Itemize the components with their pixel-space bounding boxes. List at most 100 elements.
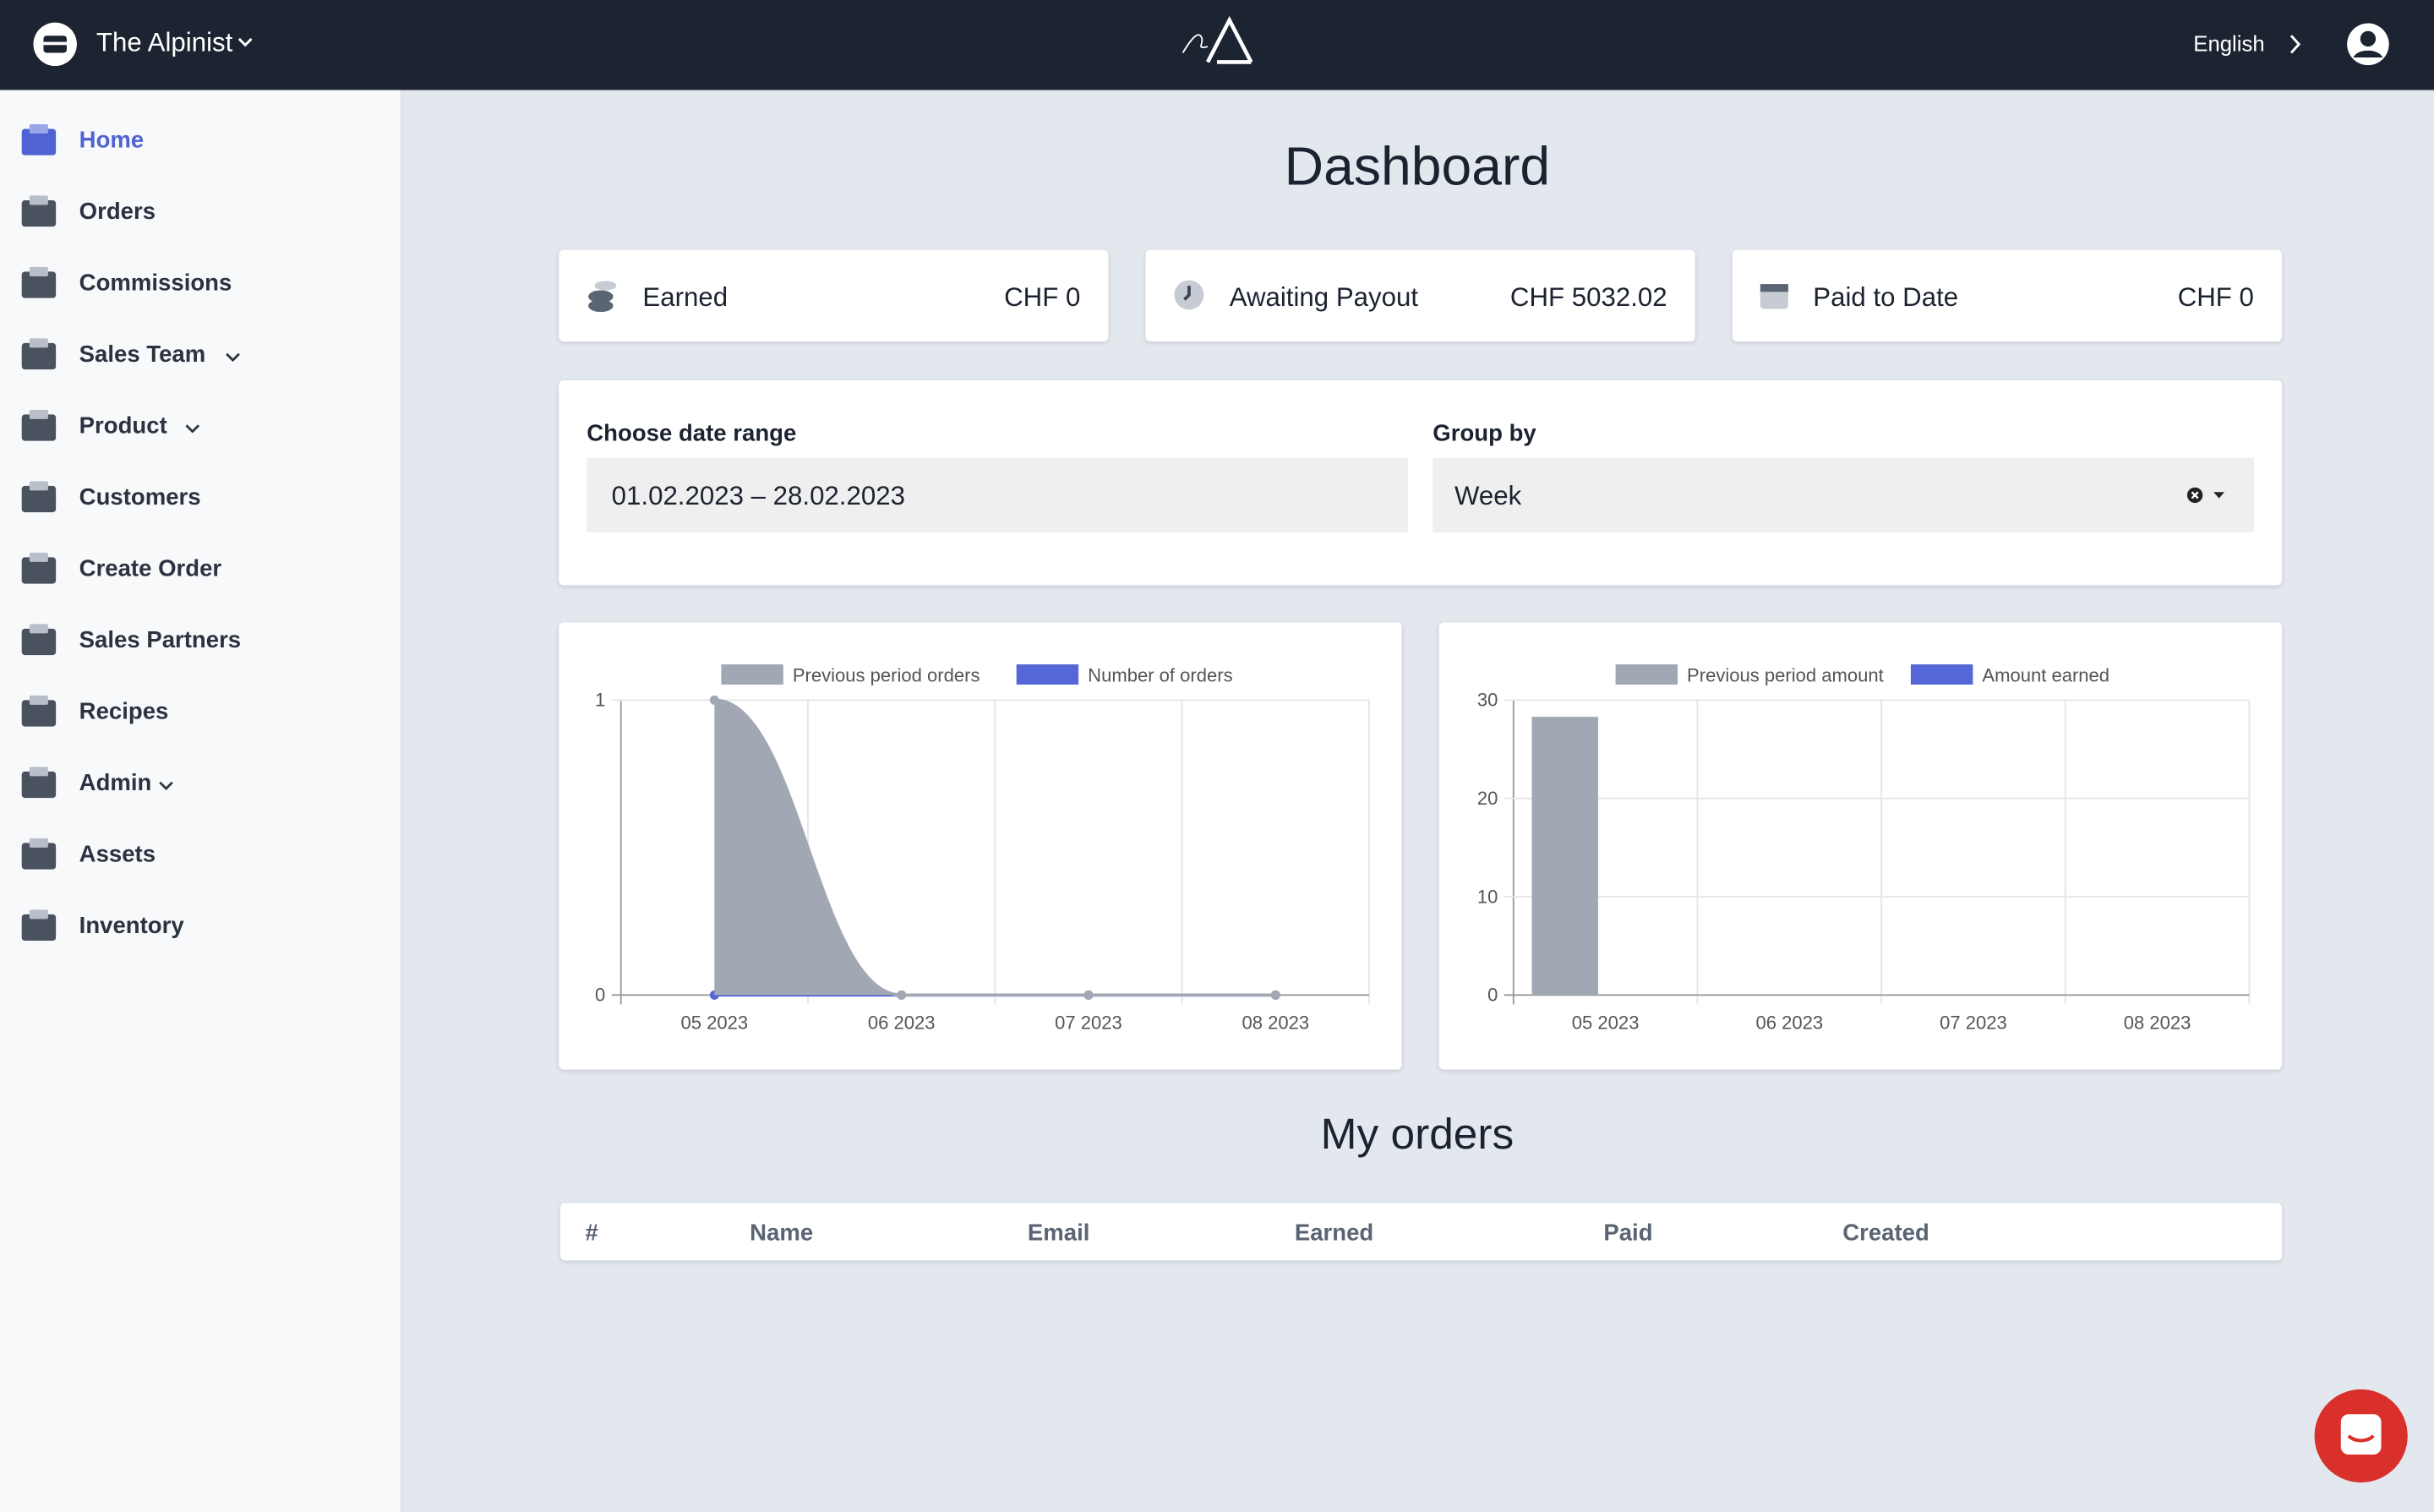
y-tick-label: 0 bbox=[595, 985, 605, 1006]
icon-shape bbox=[29, 552, 48, 562]
column-header: Paid bbox=[1603, 1220, 1653, 1247]
legend-label: Amount earned bbox=[1982, 664, 2109, 685]
chevron-right bbox=[2289, 35, 2301, 54]
nav-item[interactable]: Assets bbox=[0, 824, 401, 886]
nav-icon bbox=[21, 695, 57, 727]
icon-shape bbox=[21, 271, 57, 298]
nav-label: Admin bbox=[79, 770, 152, 797]
nav-icon bbox=[21, 838, 57, 870]
point bbox=[897, 990, 907, 1000]
nav-icon bbox=[21, 909, 57, 942]
nav-label: Sales Partners bbox=[79, 627, 242, 654]
nav-item[interactable]: Sales Partners bbox=[0, 610, 401, 672]
icon-shape bbox=[21, 485, 57, 513]
chevron-path bbox=[159, 781, 173, 791]
nav-item[interactable]: Sales Team bbox=[0, 325, 401, 386]
stat-value: CHF 5032.02 bbox=[1509, 282, 1667, 313]
icon-shape bbox=[21, 914, 57, 942]
chat-button[interactable] bbox=[2313, 1388, 2409, 1484]
chart-card: 0 1 05 2023 06 2023 07 2023 08 2023 Previous p… bbox=[559, 622, 1402, 1070]
chart: 0 10 20 30 05 2023 06 2023 07 2023 08 2023 Previ… bbox=[1477, 664, 2251, 1034]
nav-item[interactable]: Customers bbox=[0, 467, 401, 529]
icon-shape bbox=[29, 409, 48, 419]
icon-shape bbox=[21, 414, 57, 441]
area bbox=[714, 700, 1276, 996]
user-icon[interactable] bbox=[2345, 22, 2390, 67]
nav-icon bbox=[21, 409, 57, 441]
icon-shape bbox=[29, 695, 48, 705]
group-select[interactable]: Week bbox=[1433, 457, 2254, 532]
chart: 0 1 05 2023 06 2023 07 2023 08 2023 Previous p… bbox=[595, 664, 1370, 1034]
legend-label: Number of orders bbox=[1088, 664, 1232, 685]
x-tick-label: 06 2023 bbox=[1755, 1013, 1823, 1034]
point bbox=[1083, 990, 1094, 1000]
chart-card: 0 10 20 30 05 2023 06 2023 07 2023 08 2023 Previ… bbox=[1438, 622, 2282, 1070]
nav-icon bbox=[21, 338, 57, 370]
chevron bbox=[159, 781, 173, 791]
nav-icon bbox=[21, 767, 57, 799]
icon-shape bbox=[21, 128, 57, 156]
y-tick-label: 10 bbox=[1477, 886, 1498, 907]
language[interactable]: English bbox=[2193, 30, 2265, 57]
icon-shape bbox=[21, 199, 57, 227]
nav-label: Orders bbox=[79, 199, 156, 226]
column-header: Name bbox=[750, 1220, 814, 1247]
x-tick-label: 08 2023 bbox=[1242, 1013, 1310, 1034]
chevron bbox=[226, 352, 240, 363]
icon-shape bbox=[29, 481, 48, 491]
chevron-path bbox=[226, 352, 240, 363]
x-tick-label: 05 2023 bbox=[681, 1013, 749, 1034]
nav-label: Sales Team bbox=[79, 341, 206, 368]
column-header: Email bbox=[1027, 1220, 1090, 1247]
icon-shape bbox=[29, 338, 48, 348]
nav-item[interactable]: Home bbox=[0, 110, 401, 172]
icon-shape bbox=[29, 767, 48, 777]
chevron bbox=[237, 37, 253, 47]
field-label: Choose date range bbox=[587, 420, 797, 447]
nav-item[interactable]: Orders bbox=[0, 182, 401, 243]
icon-shape bbox=[21, 843, 57, 870]
stat-value: CHF 0 bbox=[2177, 282, 2254, 313]
nav-item[interactable]: Create Order bbox=[0, 538, 401, 600]
brand-icon bbox=[33, 22, 77, 67]
point bbox=[709, 695, 719, 705]
nav-label: Home bbox=[79, 127, 145, 154]
nav-item[interactable]: Inventory bbox=[0, 896, 401, 958]
icon-shape bbox=[21, 557, 57, 584]
icon bbox=[1174, 280, 1204, 310]
nav-label: Assets bbox=[79, 841, 156, 868]
nav-icon bbox=[21, 266, 57, 298]
icon-shape bbox=[21, 700, 57, 727]
nav-item[interactable]: Recipes bbox=[0, 681, 401, 743]
field-label: Group by bbox=[1433, 420, 1536, 447]
nav-icon bbox=[21, 624, 57, 656]
nav-item[interactable]: Commissions bbox=[0, 253, 401, 314]
icon-shape bbox=[21, 342, 57, 370]
point bbox=[1270, 990, 1280, 1000]
nav-item[interactable]: Product bbox=[0, 396, 401, 457]
icon-shape bbox=[29, 624, 48, 634]
nav-icon bbox=[21, 552, 57, 584]
nav-label: Product bbox=[79, 412, 167, 439]
table-header: # Name Email Earned Paid Created bbox=[560, 1203, 2282, 1261]
icon bbox=[1760, 284, 1788, 309]
stat-label: Paid to Date bbox=[1813, 282, 1959, 313]
legend-swatch bbox=[1016, 664, 1079, 685]
icon-shape bbox=[29, 909, 48, 920]
x-tick-label: 08 2023 bbox=[2124, 1013, 2191, 1034]
stat-label: Awaiting Payout bbox=[1229, 282, 1419, 313]
date-input[interactable]: 01.02.2023 – 28.02.2023 bbox=[587, 457, 1408, 532]
nav-item[interactable]: Admin bbox=[0, 753, 401, 815]
icon-shape bbox=[21, 771, 57, 799]
page-title: Dashboard bbox=[1284, 136, 1551, 198]
brand-name[interactable]: The Alpinist bbox=[96, 28, 233, 57]
section-title: My orders bbox=[1320, 1110, 1514, 1159]
chevron bbox=[185, 424, 200, 434]
stat-value: CHF 0 bbox=[1004, 282, 1081, 313]
x-tick-label: 05 2023 bbox=[1572, 1013, 1640, 1034]
chevron-path bbox=[185, 424, 200, 434]
stat-card: Awaiting Payout CHF 5032.02 bbox=[1145, 249, 1695, 342]
y-tick-label: 30 bbox=[1477, 690, 1498, 711]
icon-shape bbox=[29, 266, 48, 276]
icon-shape bbox=[29, 195, 48, 205]
